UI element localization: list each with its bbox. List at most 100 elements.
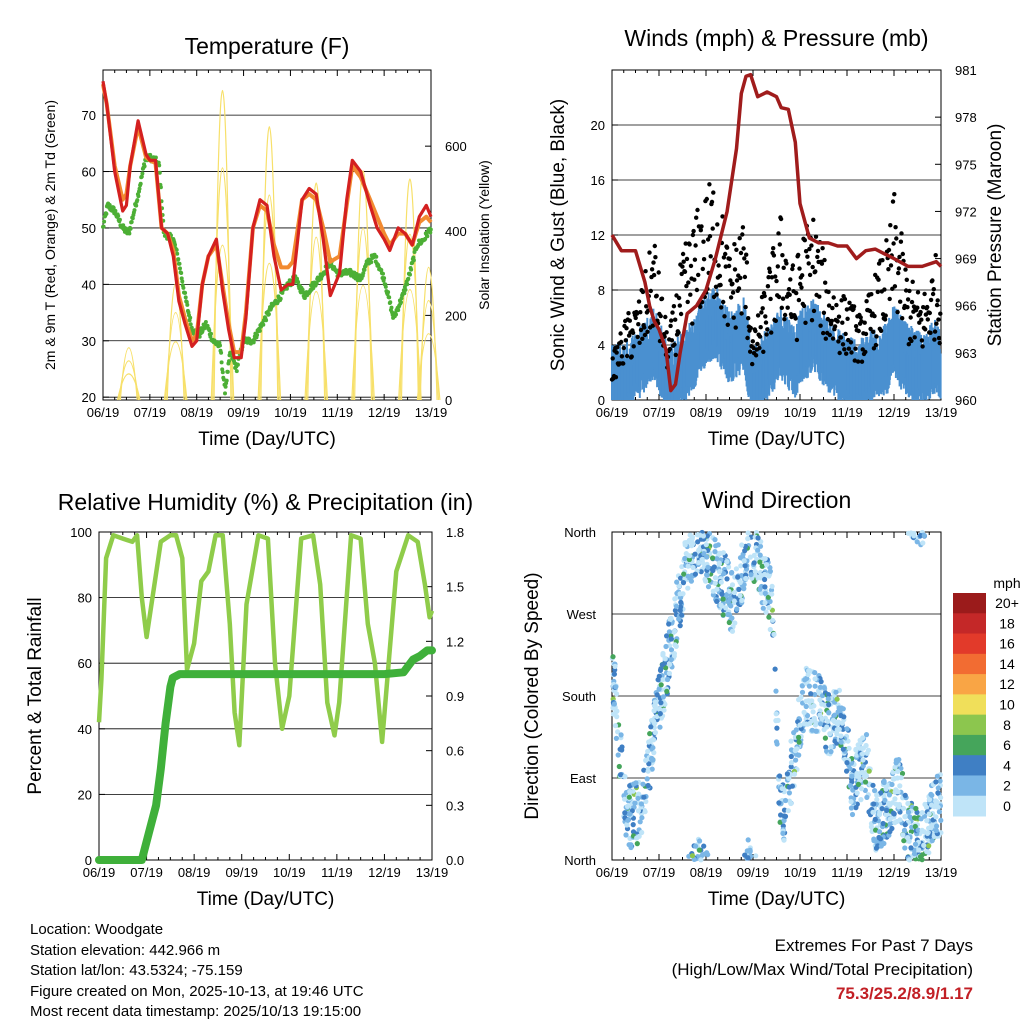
x-tick-label: 09/19 (227, 405, 260, 420)
direction-point (737, 593, 743, 599)
gust-point (764, 332, 769, 337)
direction-point (902, 845, 908, 851)
direction-point (692, 571, 699, 577)
gust-point (826, 289, 831, 295)
gust-point (930, 278, 935, 283)
gust-point (673, 317, 678, 322)
direction-point (758, 590, 765, 596)
direction-point (834, 731, 840, 737)
direction-point (825, 718, 831, 724)
y-tick-label: 50 (82, 221, 96, 236)
gust-point (830, 336, 836, 341)
direction-point (676, 616, 682, 622)
gust-point (619, 339, 624, 345)
gust-point (890, 199, 896, 204)
direction-point (742, 548, 748, 554)
solar-curve (163, 341, 188, 401)
direction-point (739, 597, 745, 604)
gust-point (719, 305, 724, 310)
gust-point (932, 337, 937, 342)
gust-point (762, 293, 767, 299)
gust-point (934, 321, 939, 326)
dewpoint-point (396, 308, 401, 313)
direction-point (907, 814, 913, 820)
x-tick-label: 11/19 (831, 405, 863, 420)
gust-point (658, 313, 663, 319)
gust-point (888, 223, 893, 228)
dewpoint-point (178, 266, 182, 271)
solar-curve (305, 236, 327, 401)
gust-point (806, 261, 811, 266)
direction-point (710, 555, 716, 561)
gust-point (780, 253, 785, 258)
y2-tick-label: 0.0 (446, 853, 464, 868)
colorbar-swatch (953, 633, 986, 655)
direction-point (639, 815, 645, 821)
gust-point (927, 310, 932, 316)
direction-point (866, 809, 872, 815)
dewpoint-point (225, 369, 230, 374)
gust-point (704, 196, 709, 202)
direction-point (666, 621, 672, 627)
gust-point (669, 318, 674, 323)
direction-point (900, 805, 907, 811)
gust-point (906, 342, 911, 347)
direction-tick-label: East (570, 771, 596, 786)
dewpoint-point (255, 333, 260, 337)
gust-point (886, 247, 892, 253)
direction-point (755, 535, 761, 541)
gust-point (898, 299, 903, 304)
gust-point (899, 231, 904, 236)
direction-point (678, 604, 684, 610)
solar-curve (416, 333, 441, 401)
direction-point (682, 555, 688, 562)
dewpoint-point (153, 155, 158, 160)
gust-point (725, 322, 730, 327)
solar-curve (398, 288, 422, 401)
gust-point (714, 292, 719, 297)
gust-point (782, 312, 788, 318)
direction-point (905, 800, 911, 807)
direction-point (828, 744, 834, 750)
gust-point (797, 266, 802, 271)
gust-point (685, 299, 690, 305)
direction-point (618, 732, 624, 738)
dewpoint-point (406, 276, 411, 281)
gust-point (796, 252, 801, 258)
y2-tick-label: 975 (955, 157, 977, 172)
dewpoint-point (179, 276, 184, 281)
y-tick-label: 0 (598, 393, 605, 408)
direction-point (862, 779, 869, 785)
gust-point (821, 330, 826, 336)
gust-point (750, 339, 755, 344)
direction-point (741, 582, 747, 588)
elevation-text: Station elevation: 442.966 m (30, 941, 221, 959)
gust-point (637, 340, 642, 345)
direction-point (685, 563, 691, 569)
dewpoint-point (387, 295, 392, 300)
direction-point (780, 830, 786, 837)
gust-point (810, 264, 815, 270)
gust-point (829, 318, 834, 324)
gust-point (817, 294, 822, 299)
gust-point (821, 310, 827, 315)
gust-point (734, 247, 739, 252)
direction-point (853, 746, 859, 752)
direction-point (682, 542, 688, 548)
colorbar-label: 14 (999, 656, 1015, 672)
direction-point (881, 779, 887, 786)
gust-point (742, 256, 747, 261)
direction-point (666, 661, 673, 668)
gust-point (664, 330, 669, 335)
direction-point (647, 731, 653, 737)
gust-point (936, 335, 942, 341)
gust-point (750, 361, 755, 367)
direction-point (825, 692, 832, 698)
chart-winds: 06/19 07/19 08/19 09/19 10/19 11/19 12/19 13/19… (548, 25, 1006, 450)
gust-point (640, 289, 646, 295)
gust-point (931, 287, 936, 292)
gust-point (715, 222, 720, 227)
x-tick-label: 09/19 (737, 405, 770, 420)
gust-point (699, 224, 704, 229)
direction-point (877, 836, 884, 842)
